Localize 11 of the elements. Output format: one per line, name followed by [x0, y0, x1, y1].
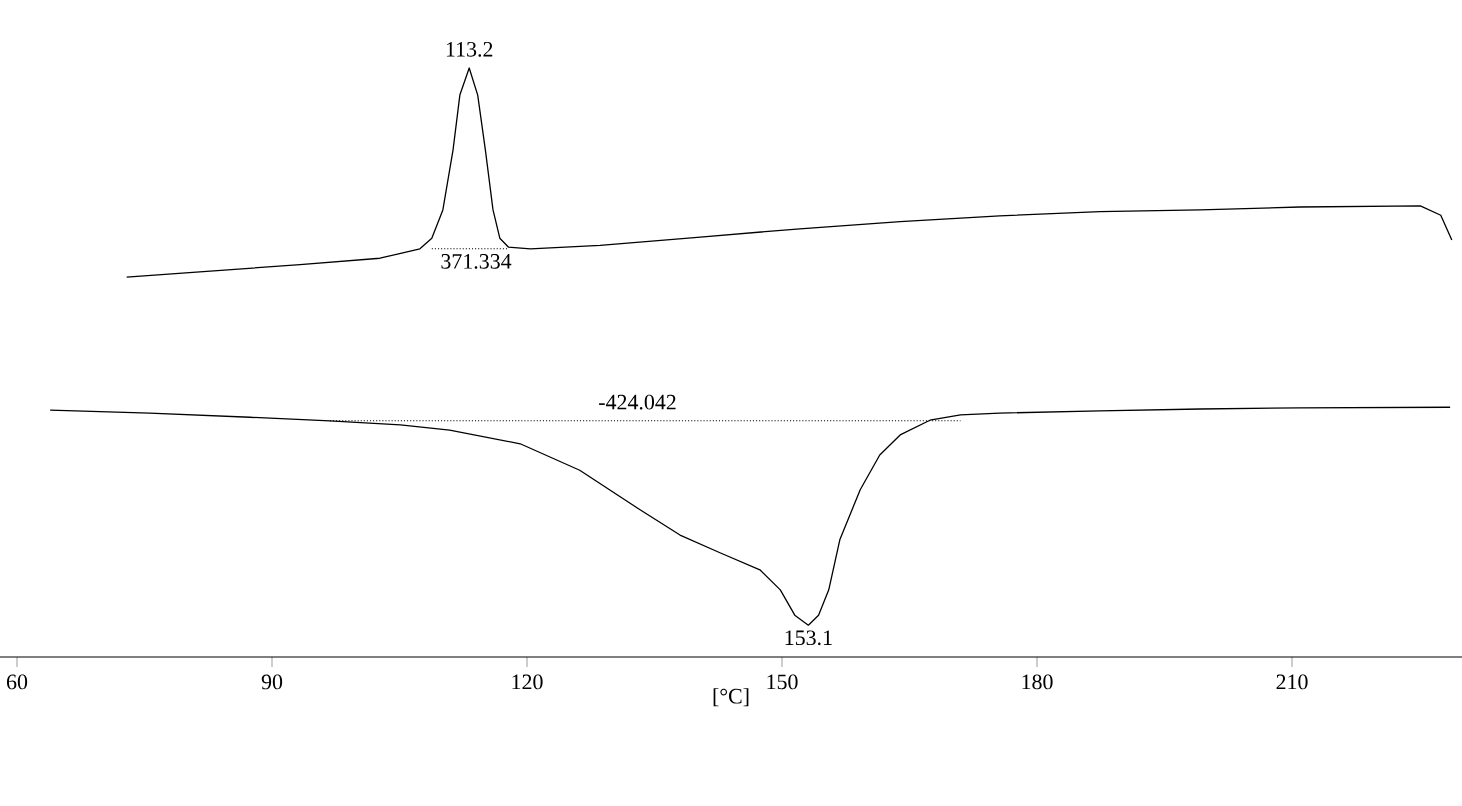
annotation: 371.334: [441, 254, 512, 269]
x-tick-label: 210: [1276, 674, 1308, 690]
annotation: -424.042: [599, 394, 676, 410]
x-tick-label: 120: [512, 674, 543, 690]
x-tick-label: 60: [6, 674, 28, 690]
annotation: 153.1: [785, 630, 832, 646]
x-tick-label: 90: [261, 674, 283, 690]
x-tick-label: 150: [767, 674, 798, 690]
annotation: 113.2: [446, 41, 493, 57]
x-axis-title: [°C]: [713, 688, 749, 707]
x-tick-label: 180: [1022, 674, 1053, 690]
